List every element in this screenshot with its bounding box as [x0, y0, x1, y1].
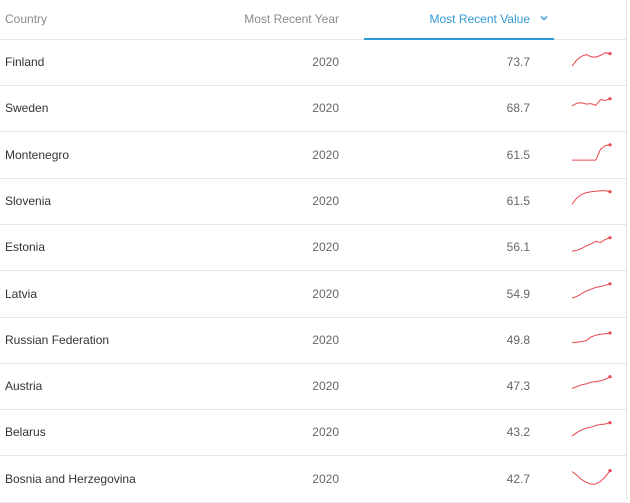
cell-value: 47.3 — [506, 379, 530, 394]
table-row[interactable]: Montenegro 2020 61.5 — [0, 133, 626, 179]
table-row[interactable]: Bosnia and Herzegovina 2020 42.7 — [0, 457, 626, 503]
sparkline-chart — [571, 375, 612, 389]
cell-year: 2020 — [312, 332, 339, 347]
table-row[interactable]: Finland 2020 73.7 — [0, 40, 626, 86]
cell-country[interactable]: Russian Federation — [5, 332, 110, 347]
cell-year: 2020 — [312, 193, 339, 208]
column-header-value-label: Most Recent Value — [429, 12, 531, 26]
cell-country[interactable]: Austria — [5, 379, 43, 394]
cell-country[interactable]: Belarus — [5, 425, 46, 440]
sparkline-end-point — [608, 97, 612, 101]
cell-value: 68.7 — [506, 101, 530, 116]
sparkline-chart — [572, 142, 612, 161]
cell-value: 61.5 — [506, 193, 530, 208]
sparkline-chart — [571, 236, 612, 252]
sparkline-end-point — [608, 331, 612, 335]
table-row[interactable]: Russian Federation 2020 49.8 — [0, 318, 626, 364]
sparkline-chart — [571, 52, 612, 67]
cell-year: 2020 — [312, 471, 339, 486]
sparkline-end-point — [608, 375, 612, 379]
table-row[interactable]: Austria 2020 47.3 — [0, 364, 626, 411]
sparkline-trend-line — [571, 190, 611, 205]
sparkline-trend-line — [571, 282, 611, 299]
table-row[interactable]: Estonia 2020 56.1 — [0, 225, 626, 272]
cell-country[interactable]: Estonia — [5, 240, 46, 255]
sparkline-trend-line — [571, 469, 611, 485]
cell-year: 2020 — [312, 379, 339, 394]
table-header: Country Most Recent Year Most Recent Val… — [0, 0, 626, 40]
sparkline-chart — [571, 281, 612, 299]
chevron-down-icon[interactable] — [538, 12, 550, 24]
sparkline-end-point — [608, 189, 612, 194]
sparkline-trend-line — [572, 143, 611, 161]
sparkline-trend-line — [571, 237, 611, 252]
cell-value: 61.5 — [506, 147, 530, 162]
table-row[interactable]: Latvia 2020 54.9 — [0, 272, 626, 318]
cell-value: 56.1 — [506, 240, 530, 255]
sparkline-chart — [571, 97, 612, 107]
sparkline-trend-line — [571, 98, 611, 107]
table-row[interactable]: Slovenia 2020 61.5 — [0, 179, 626, 225]
sparkline-chart — [572, 331, 612, 343]
cell-value: 43.2 — [506, 425, 530, 440]
sparkline-end-point — [608, 52, 612, 56]
sparkline-trend-line — [571, 422, 611, 437]
cell-country[interactable]: Bosnia and Herzegovina — [5, 471, 136, 486]
sparkline-trend-line — [572, 332, 611, 343]
cell-year: 2020 — [312, 55, 339, 69]
cell-year: 2020 — [312, 147, 339, 162]
table-right-border — [626, 0, 627, 500]
sparkline-chart — [571, 468, 612, 485]
cell-value: 42.7 — [506, 471, 530, 486]
cell-country[interactable]: Latvia — [5, 286, 38, 301]
sparkline-trend-line — [571, 52, 611, 67]
cell-country[interactable]: Finland — [5, 55, 45, 69]
column-header-value[interactable]: Most Recent Value — [364, 0, 554, 40]
cell-country[interactable]: Montenegro — [5, 147, 70, 162]
sparkline-chart — [571, 189, 612, 205]
sparkline-end-point — [608, 281, 612, 285]
cell-value: 54.9 — [506, 286, 530, 301]
sparkline-end-point — [608, 142, 612, 146]
sparkline-end-point — [608, 236, 612, 240]
cell-country[interactable]: Slovenia — [5, 193, 52, 208]
cell-year: 2020 — [312, 240, 339, 255]
sparkline-chart — [571, 421, 612, 437]
cell-value: 73.7 — [506, 55, 530, 69]
column-header-year[interactable]: Most Recent Year — [244, 12, 339, 26]
cell-country[interactable]: Sweden — [5, 101, 49, 116]
cell-year: 2020 — [312, 286, 339, 301]
column-header-country[interactable]: Country — [5, 12, 48, 26]
cell-year: 2020 — [312, 101, 339, 116]
cell-value: 49.8 — [506, 332, 530, 347]
sparkline-end-point — [608, 468, 612, 472]
sparkline-trend-line — [571, 376, 611, 389]
table-row[interactable]: Belarus 2020 43.2 — [0, 410, 626, 457]
sparkline-end-point — [608, 421, 612, 425]
table-row[interactable]: Sweden 2020 68.7 — [0, 86, 626, 133]
cell-year: 2020 — [312, 425, 339, 440]
